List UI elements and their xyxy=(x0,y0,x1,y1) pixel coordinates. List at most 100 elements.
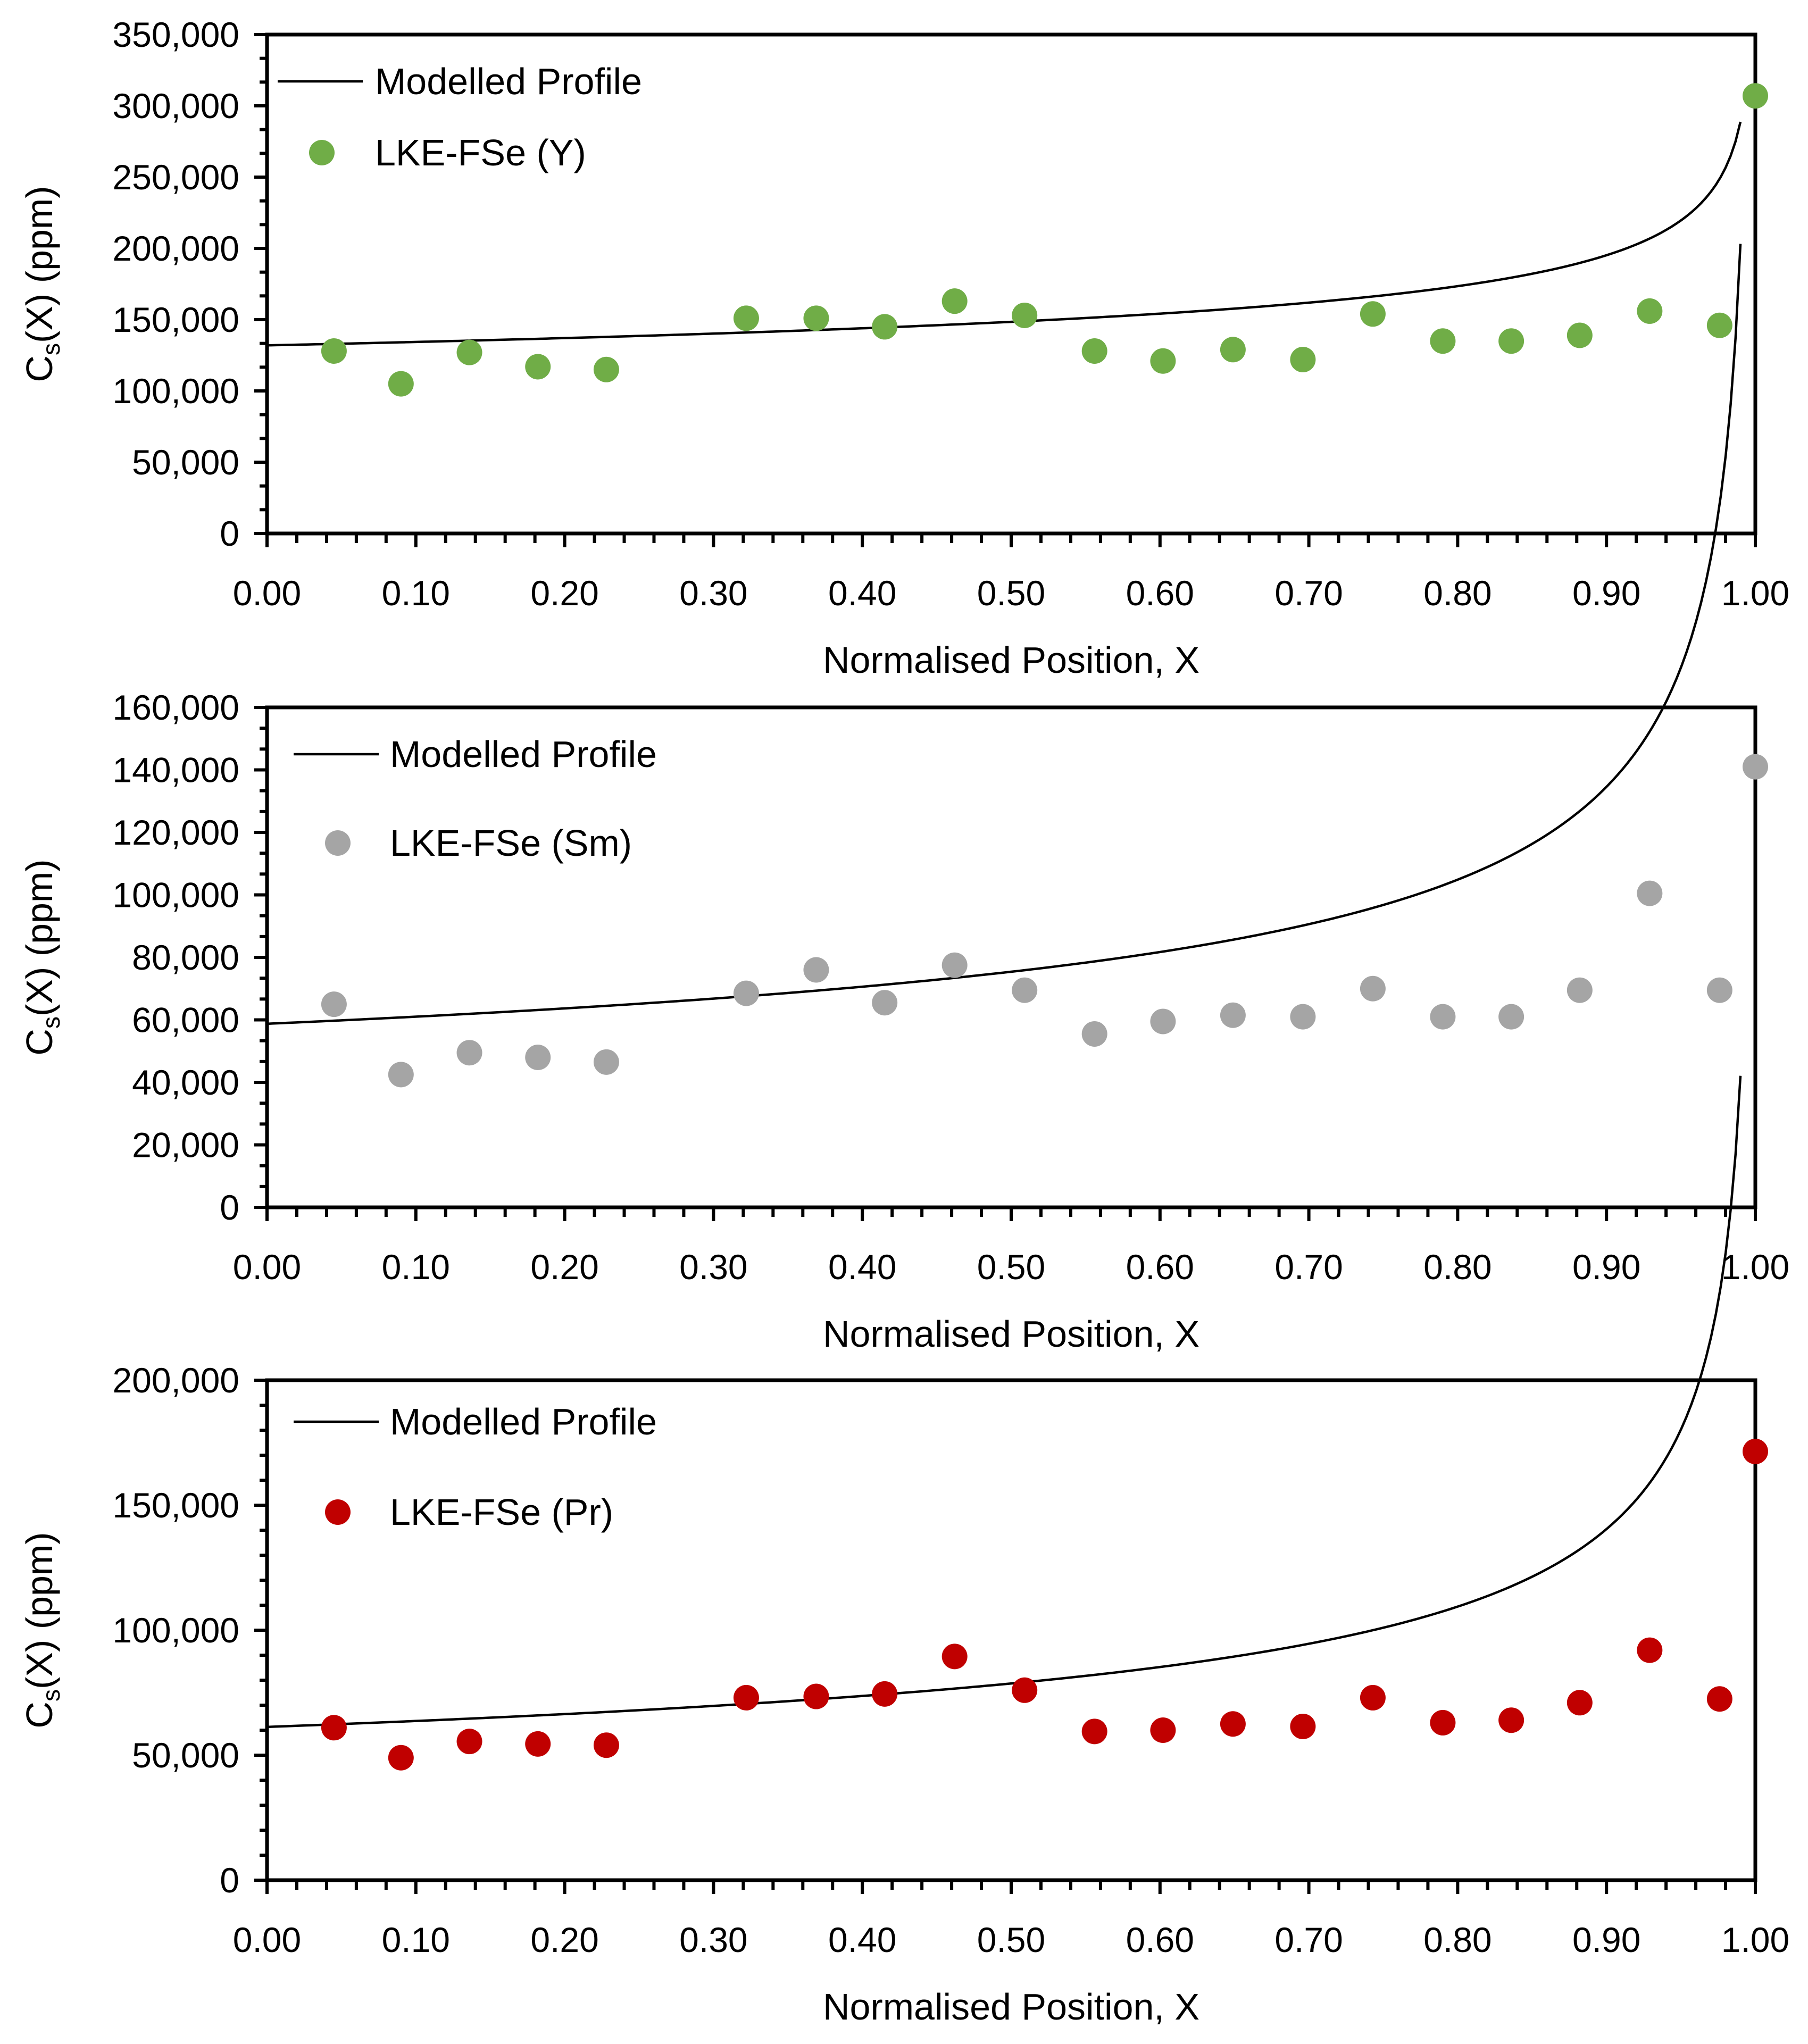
data-point xyxy=(1430,1004,1456,1030)
data-point xyxy=(942,1643,968,1670)
x-tick-label: 0.10 xyxy=(382,1247,450,1287)
x-axis-title: Normalised Position, X xyxy=(823,1313,1199,1355)
plot-frame xyxy=(265,1378,1757,1882)
data-point xyxy=(388,1745,414,1771)
data-point xyxy=(1743,83,1768,109)
data-point xyxy=(803,957,829,983)
y-tick-label: 40,000 xyxy=(132,1063,239,1102)
data-point xyxy=(1081,1021,1107,1047)
data-point xyxy=(1360,301,1386,327)
data-point xyxy=(1081,338,1107,364)
data-point xyxy=(593,1732,619,1758)
legend-marker-swatch xyxy=(309,140,335,165)
plot-frame xyxy=(265,32,1757,536)
data-point xyxy=(1220,337,1246,363)
x-tick-label: 0.90 xyxy=(1572,573,1640,613)
plot-frame xyxy=(265,705,1757,1209)
legend-marker-swatch xyxy=(325,1499,351,1525)
data-point xyxy=(1360,1684,1386,1711)
data-point xyxy=(803,305,829,331)
x-tick-label: 0.40 xyxy=(828,1247,896,1287)
x-tick-label: 0.40 xyxy=(828,1920,896,1959)
x-tick-label: 0.30 xyxy=(679,573,747,613)
data-point xyxy=(1430,328,1456,354)
y-tick-label: 100,000 xyxy=(112,1611,239,1650)
data-point xyxy=(1706,312,1732,338)
data-point xyxy=(1567,1690,1593,1716)
data-point xyxy=(1743,1438,1768,1464)
x-tick-label: 0.70 xyxy=(1274,1920,1343,1959)
data-point xyxy=(733,305,759,331)
y-tick-label: 80,000 xyxy=(132,938,239,977)
y-tick-label: 0 xyxy=(220,1188,239,1227)
data-point xyxy=(1567,977,1593,1003)
x-tick-label: 0.10 xyxy=(382,573,450,613)
x-tick-label: 0.50 xyxy=(977,1920,1045,1959)
data-point xyxy=(388,371,414,397)
data-point xyxy=(1706,1686,1732,1712)
data-point xyxy=(1081,1718,1107,1745)
y-tick-label: 200,000 xyxy=(112,229,239,268)
chart-panel-3: 0 50,000 100,000 150,000 200,000 0.00 0.10 0.20… xyxy=(19,1075,1789,2028)
x-tick-label: 0.20 xyxy=(530,1920,598,1959)
legend-label-model: Modelled Profile xyxy=(390,733,657,775)
data-point xyxy=(525,1045,551,1070)
x-tick-label: 0.80 xyxy=(1423,1920,1492,1959)
y-tick-label: 60,000 xyxy=(132,1000,239,1040)
data-point xyxy=(733,980,759,1006)
x-tick-label: 0.90 xyxy=(1572,1247,1640,1287)
legend-label-series: LKE-FSe (Sm) xyxy=(390,822,632,864)
data-point xyxy=(1290,1004,1316,1030)
x-tick-label: 0.20 xyxy=(530,1247,598,1287)
data-point xyxy=(1290,347,1316,373)
x-axis-title: Normalised Position, X xyxy=(823,1986,1199,2028)
x-tick-label: 0.60 xyxy=(1126,573,1194,613)
data-point xyxy=(593,356,619,382)
y-tick-label: 200,000 xyxy=(112,1361,239,1400)
x-tick-label: 0.40 xyxy=(828,573,896,613)
data-point xyxy=(593,1049,619,1075)
y-tick-label: 20,000 xyxy=(132,1125,239,1165)
legend-label-series: LKE-FSe (Pr) xyxy=(390,1491,613,1533)
y-tick-label: 50,000 xyxy=(132,443,239,482)
legend-label-series: LKE-FSe (Y) xyxy=(375,132,586,173)
data-point xyxy=(388,1062,414,1088)
y-axis-title: Cs(X) (ppm) xyxy=(19,1532,65,1728)
data-point xyxy=(525,354,551,380)
legend-label-model: Modelled Profile xyxy=(375,61,642,102)
x-tick-label: 1.00 xyxy=(1721,1247,1789,1287)
y-tick-label: 100,000 xyxy=(112,875,239,915)
chart-panel-2: 0 20,000 40,000 60,000 80,000 100,000 120,000 1… xyxy=(19,244,1789,1355)
data-point xyxy=(1743,754,1768,780)
data-point xyxy=(733,1684,759,1711)
y-tick-label: 300,000 xyxy=(112,86,239,126)
data-point xyxy=(872,990,898,1016)
data-point xyxy=(1220,1002,1246,1028)
data-point xyxy=(1290,1713,1316,1739)
chart-panel-1: 0 50,000 100,000 150,000 200,000 250,000 300,0… xyxy=(19,15,1789,681)
data-point xyxy=(1637,880,1663,906)
x-tick-label: 0.90 xyxy=(1572,1920,1640,1959)
data-point xyxy=(1498,1004,1524,1030)
x-tick-label: 0.70 xyxy=(1274,1247,1343,1287)
legend-marker-swatch xyxy=(325,830,351,856)
x-tick-label: 0.30 xyxy=(679,1247,747,1287)
data-point xyxy=(1637,298,1663,324)
x-tick-label: 0.50 xyxy=(977,573,1045,613)
y-tick-label: 0 xyxy=(220,514,239,553)
y-tick-label: 0 xyxy=(220,1861,239,1900)
y-axis-title: Cs(X) (ppm) xyxy=(19,859,65,1055)
x-tick-label: 0.70 xyxy=(1274,573,1343,613)
x-tick-label: 0.10 xyxy=(382,1920,450,1959)
data-point xyxy=(872,314,898,340)
x-tick-label: 0.60 xyxy=(1126,1920,1194,1959)
y-tick-label: 160,000 xyxy=(112,688,239,727)
modelled-profile-line xyxy=(266,244,1742,1025)
y-tick-label: 250,000 xyxy=(112,157,239,197)
data-point xyxy=(525,1731,551,1757)
data-point xyxy=(1012,977,1038,1003)
data-point xyxy=(1430,1709,1456,1736)
y-tick-label: 150,000 xyxy=(112,300,239,339)
data-point xyxy=(1150,1008,1176,1034)
